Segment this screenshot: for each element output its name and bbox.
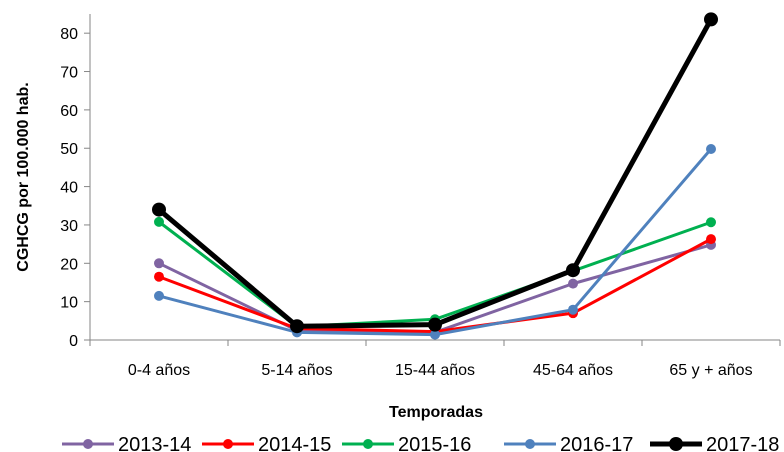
- series-2016-17: [154, 144, 716, 340]
- legend-item: 2017-18: [650, 434, 779, 452]
- data-point: [706, 144, 716, 155]
- data-point: [704, 12, 718, 27]
- y-tick-label: 20: [60, 256, 78, 273]
- x-tick-label: 45-64 años: [533, 362, 613, 379]
- y-axis-title: CGHCG por 100.000 hab.: [15, 82, 32, 271]
- y-tick-label: 50: [60, 141, 78, 158]
- legend-item: 2013-14: [62, 434, 191, 452]
- data-point: [568, 278, 578, 289]
- y-tick-label: 70: [60, 65, 78, 82]
- y-tick-label: 10: [60, 295, 78, 312]
- legend: 2013-14 2014-15 2015-16 2016-17 2017-18: [62, 434, 779, 452]
- data-point: [706, 217, 716, 228]
- legend-label: 2014-15: [258, 434, 331, 452]
- y-tick-label: 30: [60, 218, 78, 235]
- x-tick-label: 5-14 años: [261, 362, 332, 379]
- data-point: [568, 304, 578, 315]
- legend-label: 2017-18: [706, 434, 779, 452]
- data-point: [154, 216, 164, 227]
- y-axis-ticks: 0 10 20 30 40 50 60 70 80: [60, 26, 90, 350]
- x-tick-label: 65 y + años: [669, 362, 752, 379]
- legend-item: 2014-15: [202, 434, 331, 452]
- data-point: [154, 290, 164, 301]
- legend-swatch-marker: [525, 439, 535, 449]
- legend-swatch-marker: [363, 439, 373, 449]
- x-axis-title: Temporadas: [389, 404, 483, 421]
- x-tick-label: 0-4 años: [128, 362, 190, 379]
- x-axis-ticks: 0-4 años 5-14 años 15-44 años 45-64 años 65 …: [89, 340, 781, 379]
- data-point: [154, 258, 164, 269]
- y-tick-label: 0: [69, 333, 78, 350]
- data-point: [428, 317, 442, 332]
- y-tick-label: 60: [60, 103, 78, 120]
- data-point: [430, 329, 440, 340]
- legend-swatch-marker: [83, 439, 93, 449]
- series-line: [158, 220, 712, 329]
- legend-label: 2013-14: [118, 434, 191, 452]
- series-line: [157, 18, 714, 329]
- legend-item: 2016-17: [504, 434, 633, 452]
- data-point: [152, 202, 166, 217]
- series-2017-18: [152, 12, 718, 334]
- legend-item: 2015-16: [342, 434, 471, 452]
- legend-swatch-marker: [669, 437, 683, 451]
- y-tick-label: 80: [60, 26, 78, 43]
- x-tick-label: 15-44 años: [395, 362, 475, 379]
- legend-label: 2015-16: [398, 434, 471, 452]
- y-tick-label: 40: [60, 180, 78, 197]
- chart-axes: [89, 14, 780, 341]
- legend-label: 2016-17: [560, 434, 633, 452]
- series-layer: [152, 12, 718, 340]
- data-point: [566, 263, 580, 278]
- data-point: [706, 234, 716, 245]
- data-point: [154, 271, 164, 282]
- legend-swatch-marker: [223, 439, 233, 449]
- data-point: [290, 319, 304, 334]
